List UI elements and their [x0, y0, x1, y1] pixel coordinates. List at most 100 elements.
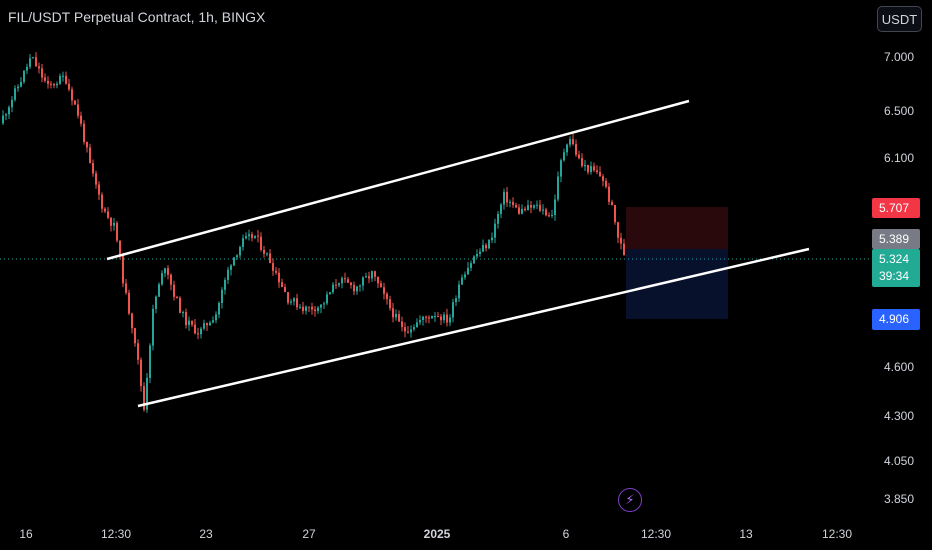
candle-up — [23, 70, 25, 82]
candle-down — [608, 186, 610, 202]
candle-up — [242, 238, 244, 248]
channel-lower-line[interactable] — [137, 247, 810, 408]
price-axis-tick: 4.600 — [884, 360, 915, 374]
time-axis-tick: 12:30 — [821, 527, 853, 541]
candle-up — [20, 81, 22, 87]
stop-loss-price-badge: 5.707 — [872, 198, 920, 218]
candle-up — [59, 75, 61, 84]
candle-down — [392, 308, 394, 318]
candle-up — [248, 234, 250, 237]
candle-down — [548, 215, 550, 217]
candle-down — [581, 158, 583, 167]
candle-down — [383, 287, 385, 294]
candle-up — [431, 316, 433, 319]
candle-down — [575, 144, 577, 155]
candle-up — [536, 204, 538, 206]
candle-up — [533, 205, 535, 208]
candle-down — [446, 314, 448, 323]
candle-up — [338, 283, 340, 286]
candle-up — [209, 322, 211, 326]
candle-down — [428, 317, 430, 319]
time-axis-tick: 12:30 — [100, 527, 132, 541]
candle-up — [17, 86, 19, 89]
candle-up — [551, 214, 553, 216]
candle-up — [464, 274, 466, 278]
price-axis-tick: 7.000 — [884, 50, 915, 64]
candle-down — [107, 211, 109, 218]
candle-down — [530, 205, 532, 208]
candle-down — [389, 299, 391, 309]
candle-down — [101, 194, 103, 209]
candle-down — [134, 328, 136, 344]
candle-down — [38, 66, 40, 69]
candle-up — [503, 191, 505, 205]
candle-up — [410, 329, 412, 333]
candle-down — [287, 292, 289, 303]
candle-down — [173, 284, 175, 297]
candle-down — [611, 201, 613, 205]
candle-up — [182, 312, 184, 314]
channel-upper-line[interactable] — [106, 99, 690, 261]
candle-down — [89, 147, 91, 164]
candle-up — [563, 152, 565, 161]
candle-up — [362, 277, 364, 286]
candle-down — [125, 283, 127, 293]
candle-down — [44, 77, 46, 81]
candle-up — [32, 57, 34, 59]
price-axis-tick: 4.300 — [884, 409, 915, 423]
candle-up — [221, 289, 223, 303]
candle-down — [380, 283, 382, 288]
candle-down — [86, 141, 88, 148]
candle-down — [47, 80, 49, 84]
candle-down — [518, 207, 520, 214]
candle-up — [224, 279, 226, 290]
candle-up — [494, 223, 496, 238]
candle-down — [260, 236, 262, 250]
candle-down — [407, 331, 409, 333]
candle-down — [377, 276, 379, 284]
candle-down — [272, 263, 274, 271]
candle-up — [233, 257, 235, 266]
candle-down — [71, 89, 73, 101]
candle-down — [65, 75, 67, 84]
candle-up — [371, 271, 373, 279]
currency-unit-button[interactable]: USDT — [877, 6, 922, 32]
candle-up — [467, 267, 469, 275]
candle-up — [482, 244, 484, 252]
candle-down — [104, 208, 106, 212]
candle-up — [452, 302, 454, 318]
candle-up — [230, 265, 232, 270]
candle-down — [623, 243, 625, 256]
candle-down — [572, 139, 574, 145]
candle-up — [449, 317, 451, 323]
candle-up — [254, 235, 256, 238]
candle-down — [386, 293, 388, 300]
candle-up — [62, 75, 64, 77]
candle-down — [605, 180, 607, 187]
candle-up — [500, 204, 502, 214]
lightning-icon[interactable]: ⚡ — [618, 488, 642, 512]
candle-up — [458, 284, 460, 299]
candle-up — [11, 99, 13, 108]
candle-down — [512, 202, 514, 205]
candle-down — [143, 386, 145, 410]
candle-down — [179, 297, 181, 313]
candle-down — [185, 312, 187, 326]
candle-up — [395, 314, 397, 318]
candle-down — [80, 115, 82, 124]
candle-down — [257, 235, 259, 237]
candle-up — [434, 316, 436, 318]
candle-down — [197, 333, 199, 335]
candle-up — [470, 263, 472, 268]
stop-zone — [626, 207, 728, 249]
candle-countdown: 39:34 — [879, 269, 910, 283]
trend-channel — [106, 99, 810, 408]
candle-up — [329, 292, 331, 295]
time-axis-tick: 27 — [302, 527, 316, 541]
candle-down — [74, 100, 76, 105]
candle-up — [413, 327, 415, 330]
candle-down — [578, 154, 580, 159]
candle-up — [554, 199, 556, 215]
short-position-tool[interactable] — [626, 207, 728, 319]
